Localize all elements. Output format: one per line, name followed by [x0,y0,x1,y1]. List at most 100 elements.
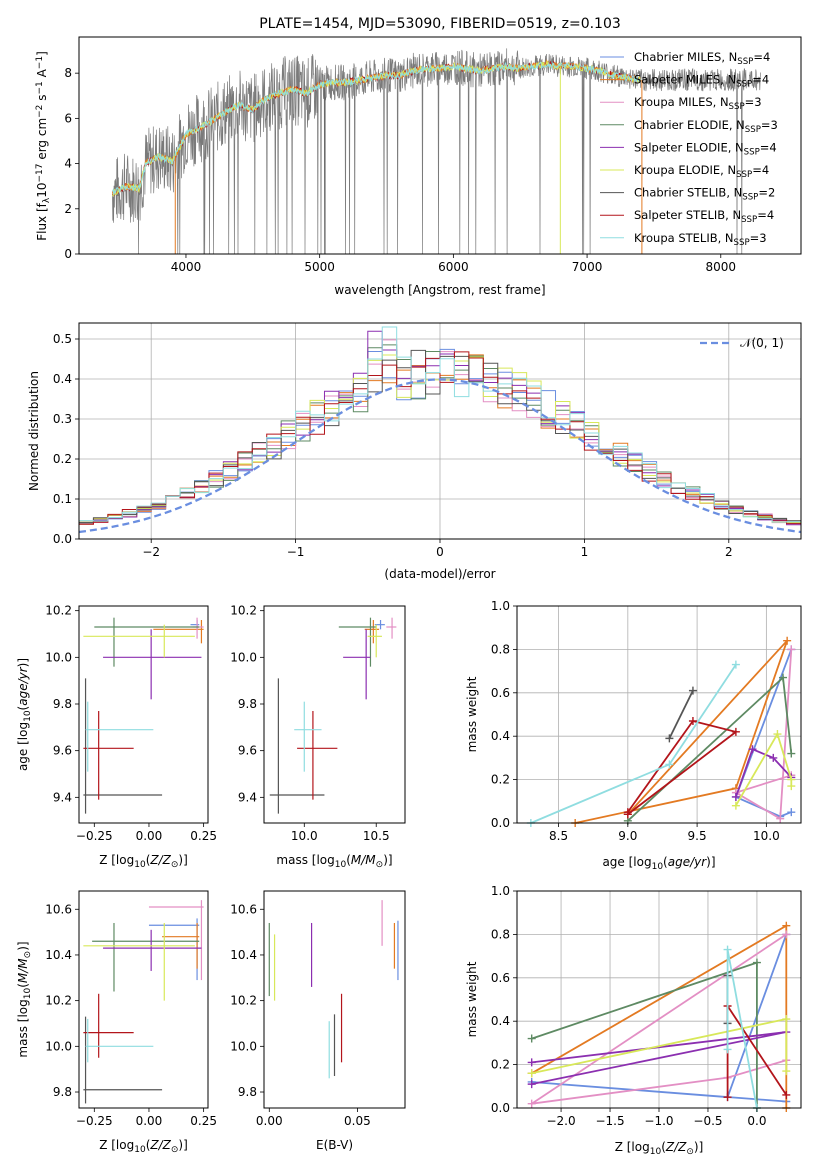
axes-frame [78,322,802,540]
y-tick-label: 8 [64,66,72,80]
chart-title: PLATE=1454, MJD=53090, FIBERID=0519, z=0… [259,16,621,32]
y-tick-label: 10.2 [45,994,72,1008]
x-tick-label: 1 [581,545,589,559]
x-tick-label: −0.5 [693,1114,722,1128]
x-tick-label: 0.00 [136,1114,163,1128]
y-axis-label: mass [log10(M/M⊙)] [16,941,33,1057]
y-tick-label: 9.6 [238,744,257,758]
y-tick-label: 0.6 [491,686,510,700]
mass-weight-line [734,649,793,818]
y-tick-label: 0.0 [491,816,510,830]
legend-entry: Salpeter MILES, NSSP=4 [634,73,769,90]
y-tick-label: 10.0 [45,1039,72,1053]
y-tick-label: 9.4 [53,790,72,804]
axes-frame [516,890,802,1109]
y-tick-label: 0.2 [491,773,510,787]
age-vs-mass-panel: 10.0 10.5 9.4 9.6 9.8 10.0 10.2 [230,604,406,843]
y-tick-label: 1.0 [491,884,510,898]
mass-weight-marker [527,1080,536,1089]
y-tick-label: 0.8 [491,927,510,941]
axes-frame [78,605,209,824]
y-tick-label: 10.2 [230,604,257,618]
mass-weight-marker [527,1069,536,1078]
y-tick-label: 10.2 [230,994,257,1008]
mass-vs-z-panel: −0.25 0.00 0.25 9.8 10.0 10.2 10.4 10.6 [45,890,217,1128]
x-tick-label: −1.0 [644,1114,673,1128]
y-tick-label: 9.8 [53,697,72,711]
mass-weight-marker [769,753,778,762]
x-tick-label: 0.00 [136,829,163,843]
mass-weight-marker [731,727,740,736]
x-axis-label: E(B-V) [316,1138,353,1152]
mass-weight-marker [778,673,787,682]
x-tick-label: 0.25 [190,1114,217,1128]
y-tick-label: 9.6 [53,744,72,758]
y-tick-label: 9.8 [238,1085,257,1099]
x-axis-label: (data-model)/error [384,567,495,581]
x-tick-label: 9.5 [688,829,707,843]
axes: −0.25 0.00 0.25 9.4 9.6 9.8 10.0 10.2 [45,604,217,843]
y-tick-label: 0.6 [491,971,510,985]
y-axis-label: age [log10(age/yr)] [16,658,33,771]
legend-entry: Chabrier ELODIE, NSSP=3 [634,118,778,135]
y-tick-label: 4 [64,157,72,171]
plot-area [111,48,761,254]
y-axis-label: mass weight [465,961,479,1037]
x-tick-label: 8000 [706,260,737,274]
mass-weight-marker [782,1015,791,1024]
y-tick-label: 10.4 [45,948,72,962]
mass-weight-marker [787,645,796,654]
mass-weight-marker [723,945,732,954]
axes: 4000 5000 6000 7000 8000 0 2 4 6 8 [64,36,802,274]
x-tick-label: 9.0 [618,829,637,843]
mass-weight-marker [731,660,740,669]
histogram-series [78,326,802,539]
mass-weight-marker [776,814,785,823]
x-tick-label: 4000 [171,260,202,274]
x-tick-label: −2.0 [546,1114,575,1128]
x-tick-label: 2 [725,545,733,559]
y-tick-label: 9.8 [238,697,257,711]
mass-vs-ebv-panel: 0.00 0.05 9.8 10.0 10.2 10.4 10.6 [230,890,406,1128]
y-tick-label: 6 [64,111,72,125]
y-tick-label: 0.4 [53,372,72,386]
x-tick-label: −1.5 [595,1114,624,1128]
x-tick-label: 0.05 [344,1114,371,1128]
y-tick-label: 10.0 [230,650,257,664]
legend-entry: Kroupa ELODIE, NSSP=4 [634,163,769,180]
x-tick-label: 0.0 [747,1114,766,1128]
axes: 8.5 9.0 9.5 10.0 0.0 0.2 0.4 0.6 0.8 1.0 [491,599,802,843]
mass-weight-marker [688,686,697,695]
y-tick-label: 10.6 [45,902,72,916]
x-tick-label: 10.0 [291,829,318,843]
axes: 0.00 0.05 9.8 10.0 10.2 10.4 10.6 [230,890,406,1128]
x-axis-label: wavelength [Angstrom, rest frame] [334,283,545,297]
y-axis-label: Normed distribution [27,371,41,491]
plot-area [268,900,399,1079]
x-axis-label: mass [log10(M/M⊙)] [276,853,392,870]
mass-weight-vs-z-panel: −2.0 −1.5 −1.0 −0.5 0.0 0.0 0.2 0.4 0.6 0.8 1.0 [491,884,802,1128]
x-tick-label: −1 [287,545,305,559]
y-tick-label: 10.0 [45,650,72,664]
x-tick-label: 5000 [304,260,335,274]
mass-weight-marker [787,808,796,817]
y-tick-label: 9.4 [238,790,257,804]
y-tick-label: 0.0 [491,1101,510,1115]
mass-weight-marker [731,792,740,801]
plot-area [527,921,791,1112]
observed-spectrum [112,48,761,254]
mass-weight-marker [782,921,791,930]
legend-entry: Kroupa STELIB, NSSP=3 [634,231,767,248]
mass-weight-line [627,719,738,816]
mass-weight-marker [723,1045,732,1054]
mass-weight-marker [783,636,792,645]
mass-weight-marker [748,745,757,754]
legend: Chabrier MILES, NSSP=4 Salpeter MILES, NS… [600,50,778,248]
mass-weight-marker [782,1090,791,1099]
mass-weight-marker [623,810,632,819]
spectrum-panel: 4000 5000 6000 7000 8000 0 2 4 6 8 [64,36,802,274]
x-tick-label: 0 [436,545,444,559]
mass-weight-marker [782,930,791,939]
x-tick-label: −2 [142,545,160,559]
